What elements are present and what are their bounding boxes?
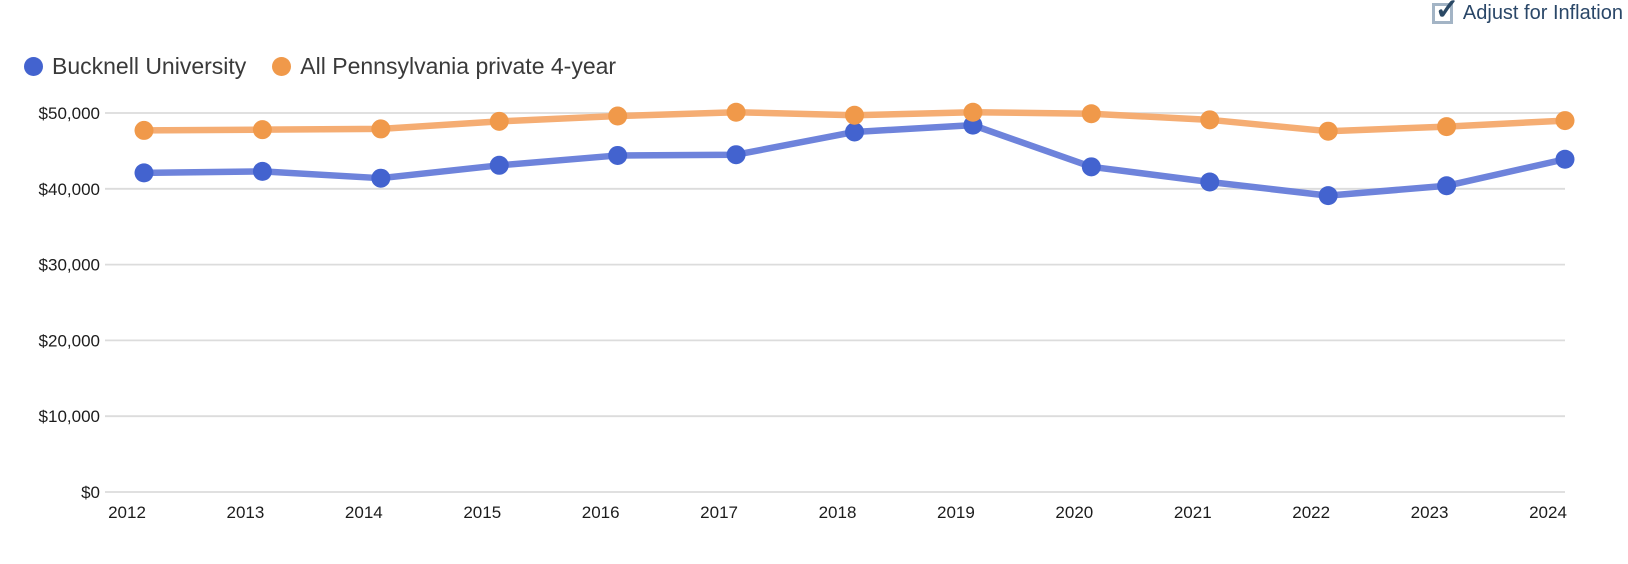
legend-label: All Pennsylvania private 4-year: [300, 53, 617, 79]
checkmark-icon: ✓: [1434, 0, 1460, 26]
bucknell-series-dot-icon: [24, 57, 43, 76]
data-point[interactable]: [1437, 117, 1457, 137]
x-axis-tick-label: 2014: [345, 503, 383, 522]
data-point[interactable]: [1318, 121, 1338, 141]
legend-label: Bucknell University: [52, 53, 247, 79]
y-axis-tick-label: $50,000: [39, 104, 100, 123]
data-point[interactable]: [371, 168, 391, 188]
data-point[interactable]: [252, 120, 272, 140]
x-axis-tick-label: 2020: [1055, 503, 1093, 522]
y-axis-tick-label: $0: [81, 483, 100, 502]
y-axis-tick-label: $40,000: [39, 180, 100, 199]
data-point[interactable]: [608, 145, 628, 165]
data-point[interactable]: [1318, 186, 1338, 206]
data-point[interactable]: [1200, 172, 1220, 192]
legend-item-pa-private: All Pennsylvania private 4-year: [272, 53, 616, 80]
data-point[interactable]: [845, 105, 864, 125]
x-axis-tick-label: 2019: [937, 503, 975, 522]
data-point[interactable]: [1555, 149, 1575, 169]
legend: Bucknell University All Pennsylvania pri…: [24, 53, 616, 80]
x-axis-tick-label: 2017: [700, 503, 738, 522]
inflation-checkbox[interactable]: ✓: [1431, 0, 1459, 25]
inflation-label: Adjust for Inflation: [1462, 2, 1623, 24]
data-point[interactable]: [608, 106, 628, 126]
data-point[interactable]: [726, 145, 746, 165]
data-point[interactable]: [1081, 104, 1101, 124]
data-point[interactable]: [1555, 111, 1575, 131]
x-axis-tick-label: 2012: [108, 503, 146, 522]
data-point[interactable]: [134, 163, 154, 183]
x-axis-tick-label: 2018: [819, 503, 857, 522]
x-axis-tick-label: 2024: [1529, 503, 1567, 522]
x-axis-tick-label: 2013: [227, 503, 265, 522]
y-axis-tick-label: $30,000: [39, 256, 100, 275]
y-axis-tick-label: $20,000: [39, 331, 100, 350]
legend-item-bucknell: Bucknell University: [24, 53, 246, 80]
y-axis-tick-label: $10,000: [39, 407, 100, 426]
data-point[interactable]: [1200, 110, 1220, 130]
data-point[interactable]: [1081, 157, 1101, 177]
data-point[interactable]: [489, 111, 509, 131]
x-axis-tick-label: 2016: [582, 503, 620, 522]
x-axis-tick-label: 2023: [1411, 503, 1449, 522]
x-axis-tick-label: 2021: [1174, 503, 1212, 522]
x-axis-tick-label: 2022: [1292, 503, 1330, 522]
x-axis-tick-label: 2015: [463, 503, 501, 522]
data-point[interactable]: [252, 161, 272, 181]
data-point[interactable]: [1437, 176, 1457, 196]
data-point[interactable]: [371, 119, 391, 139]
data-point[interactable]: [489, 155, 509, 175]
data-point[interactable]: [134, 120, 154, 140]
inflation-toggle[interactable]: ✓ Adjust for Inflation: [1431, 0, 1623, 25]
data-point[interactable]: [963, 102, 983, 122]
data-point[interactable]: [726, 102, 746, 122]
data-point[interactable]: [845, 122, 864, 142]
pa-private-series-dot-icon: [272, 57, 292, 76]
